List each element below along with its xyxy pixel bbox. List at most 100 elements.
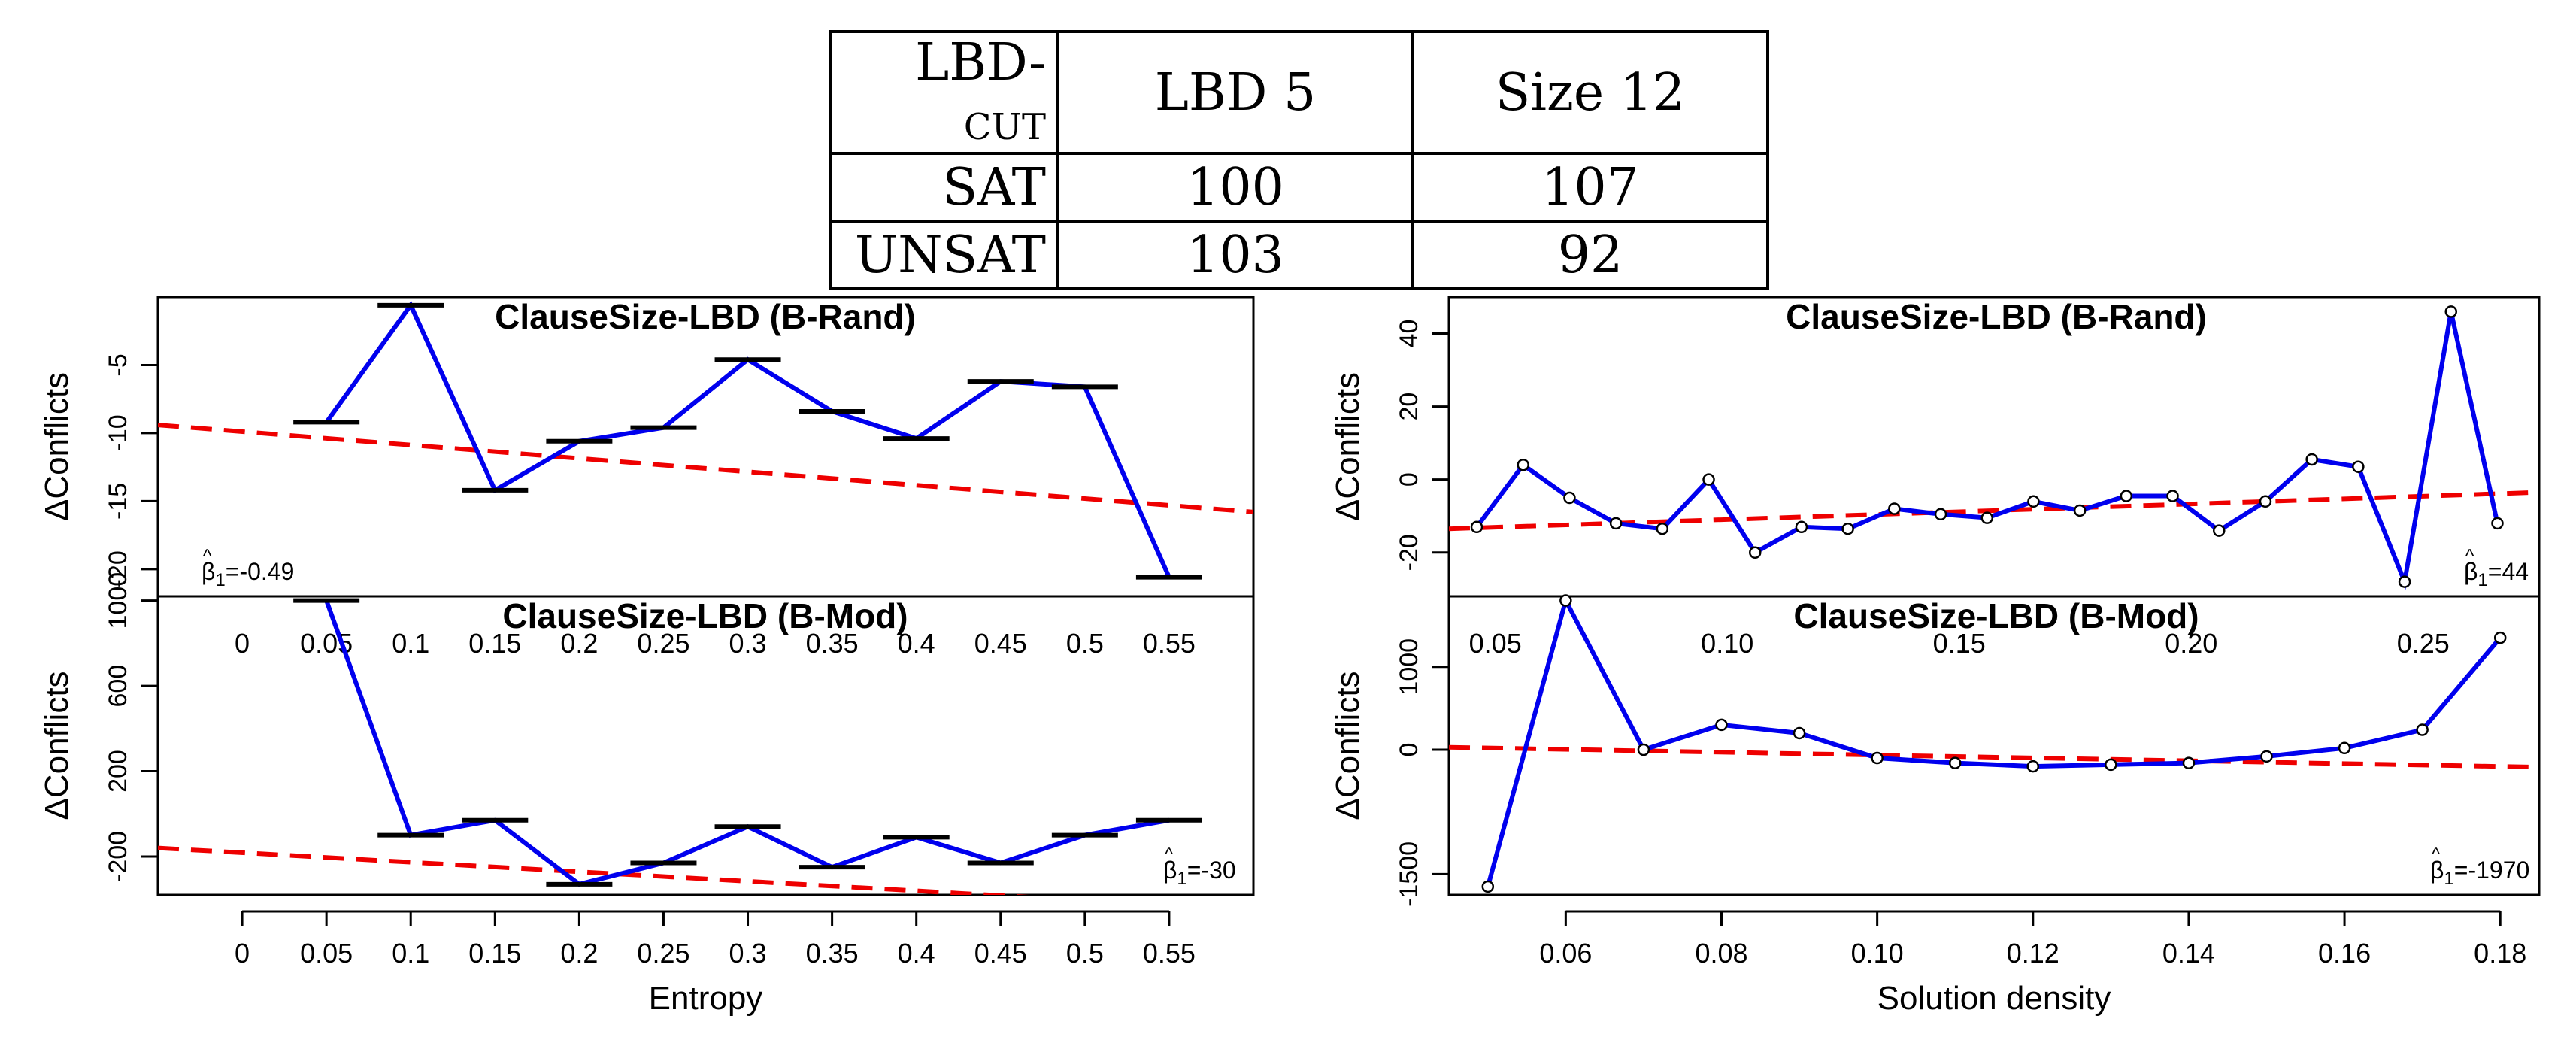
table-row-label: UNSAT	[829, 220, 1059, 290]
table-cell: 107	[1411, 152, 1769, 223]
y-tick-label: 1000	[1395, 638, 1423, 696]
beta-estimate: β1=44	[2464, 558, 2529, 590]
x-tick-label-overlay: 0.15	[1933, 628, 1986, 659]
regression-line	[158, 845, 1029, 895]
data-point	[1563, 491, 1576, 505]
x-tick-label: 0.10	[1851, 938, 1904, 969]
x-tick-label-overlay: 0.55	[1143, 628, 1196, 659]
beta-estimate: β1=-0.49	[202, 558, 294, 590]
y-tick-label: -20	[1395, 534, 1423, 571]
x-tick-label: 0.1	[392, 938, 429, 969]
x-tick-label-overlay: 0.10	[1701, 628, 1753, 659]
x-tick-label-overlay: 0.25	[637, 628, 689, 659]
data-point	[2105, 758, 2117, 772]
beta-subscript: 1	[2444, 869, 2453, 889]
data-point	[2073, 504, 2087, 517]
x-tick-label: 0.3	[729, 938, 767, 969]
data-point	[1656, 522, 1669, 535]
data-point	[1748, 546, 1762, 559]
beta-estimate: β1=-1970	[2430, 857, 2529, 889]
data-point	[2398, 575, 2411, 588]
series-line	[1485, 594, 2502, 887]
data-point	[2260, 750, 2273, 763]
y-tick-label: -1500	[1395, 841, 1423, 907]
y-tick-label: 0	[1395, 743, 1423, 757]
x-tick-label-overlay: 0.2	[560, 628, 598, 659]
plot-frame	[156, 296, 1255, 598]
data-point	[2416, 723, 2429, 736]
data-point	[1517, 459, 1529, 471]
beta-symbol: β	[202, 558, 215, 585]
data-point	[2305, 453, 2318, 466]
x-tick-label-overlay: 0.5	[1066, 628, 1104, 659]
regression-line	[1449, 744, 2539, 770]
beta-symbol: β	[2430, 857, 2444, 884]
data-point	[2491, 517, 2504, 530]
data-point	[1934, 508, 1947, 521]
x-tick-label-overlay: 0.25	[2397, 628, 2450, 659]
data-point	[2493, 631, 2507, 644]
y-axis-label: ΔConflicts	[1329, 372, 1366, 521]
chart-entropy-mod: 1000 600 200 -200 ΔConflicts 0 0.05 0.1 0.15 0.2 0…	[38, 572, 1255, 1017]
x-tick-label-overlay: 0.05	[1469, 628, 1522, 659]
x-tick-label-overlay: 0.20	[2165, 628, 2217, 659]
data-point	[1871, 751, 1884, 765]
beta-hat: ^	[203, 546, 212, 566]
chart-title: ClauseSize-LBD (B-Mod)	[1793, 596, 2199, 635]
beta-symbol: β	[1163, 857, 1177, 884]
x-tick-label: 0.14	[2162, 938, 2215, 969]
regression-line	[158, 423, 1253, 514]
x-axis-label: Entropy	[649, 980, 763, 1017]
data-point	[2027, 495, 2040, 508]
table-row-label: SAT	[829, 152, 1059, 223]
x-tick-label-overlay: 0.15	[468, 628, 521, 659]
x-tick-label: 0.06	[1539, 938, 1592, 969]
y-axis-label: ΔConflicts	[38, 372, 75, 521]
chart-density-rand: 40 20 0 -20 ΔConflicts ClauseSize-LBD (B-Rand…	[1329, 296, 2541, 598]
x-axis-label: Solution density	[1877, 980, 2111, 1017]
table-header-cell: LBD-cut	[829, 30, 1059, 155]
beta-hat: ^	[2465, 546, 2474, 566]
x-tick-label: 0.12	[2007, 938, 2059, 969]
x-tick-label: 0.5	[1066, 938, 1104, 969]
table-cell: 100	[1056, 152, 1414, 223]
data-point	[1888, 502, 1901, 515]
data-point	[1481, 880, 1495, 893]
x-tick-label-overlay: 0.45	[974, 628, 1027, 659]
data-point	[1795, 520, 1808, 534]
data-point	[1637, 743, 1650, 756]
table-header-cell: Size 12	[1411, 30, 1769, 155]
data-point	[2182, 756, 2196, 769]
y-tick-label: 20	[1395, 393, 1423, 421]
data-point	[2352, 460, 2365, 473]
plot-frame	[1447, 296, 2541, 598]
data-point	[2026, 760, 2040, 773]
data-point	[1841, 522, 1854, 535]
x-tick-label-overlay: 0.1	[392, 628, 429, 659]
data-point	[2259, 495, 2272, 508]
x-tick-label: 0	[235, 938, 250, 969]
beta-hat: ^	[2432, 844, 2441, 865]
chart-entropy-rand: -5 -10 -15 -20 ΔConflicts ClauseSize-LBD (B-R…	[38, 296, 1255, 598]
x-tick-label: 0.08	[1695, 938, 1747, 969]
y-tick-label: 40	[1395, 320, 1423, 348]
beta-subscript: 1	[215, 570, 225, 590]
chart-title: ClauseSize-LBD (B-Rand)	[1786, 297, 2207, 336]
y-tick-label: -20	[104, 550, 132, 587]
x-tick-label: 0.4	[898, 938, 935, 969]
y-tick-label: 0	[1395, 472, 1423, 487]
x-tick-label: 0.16	[2318, 938, 2371, 969]
chart-title: ClauseSize-LBD (B-Rand)	[495, 297, 916, 336]
x-tick-label: 0.2	[560, 938, 598, 969]
table-row: SAT 100 107	[829, 152, 1769, 223]
data-point	[1980, 511, 1993, 524]
x-tick-label-overlay: 0.35	[806, 628, 859, 659]
chart-density-mod: 1000 0 -1500 ΔConflicts 0.06 0.08 0.10 0.12 0.14…	[1329, 594, 2541, 1017]
beta-value: =44	[2488, 558, 2529, 585]
beta-value: =-30	[1187, 857, 1236, 884]
table-cell: 103	[1056, 220, 1414, 290]
beta-value: =-0.49	[226, 558, 295, 585]
data-point	[1702, 473, 1715, 486]
beta-value: =-1970	[2454, 857, 2530, 884]
x-tick-label: 0.05	[300, 938, 353, 969]
